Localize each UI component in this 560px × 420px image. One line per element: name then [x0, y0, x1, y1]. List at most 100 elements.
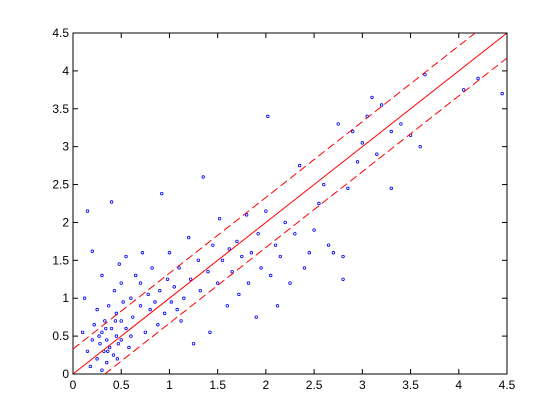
- point: [264, 209, 268, 213]
- point: [127, 345, 131, 350]
- point: [112, 288, 117, 293]
- point: [90, 338, 94, 342]
- point: [156, 323, 160, 327]
- point: [201, 175, 205, 179]
- point: [175, 307, 179, 312]
- point: [322, 182, 326, 187]
- point: [167, 251, 172, 255]
- x-tick-label: 4.5: [499, 378, 516, 392]
- point: [266, 114, 270, 119]
- point: [269, 273, 273, 278]
- point: [92, 323, 96, 327]
- point: [288, 281, 292, 285]
- y-tick-label: 1: [62, 291, 69, 305]
- line: [73, 33, 507, 374]
- point: [129, 296, 133, 300]
- point: [389, 186, 393, 191]
- point: [85, 209, 90, 213]
- point: [191, 341, 196, 346]
- point: [225, 304, 230, 308]
- point: [165, 277, 170, 281]
- y-tick-label: 4.5: [52, 26, 69, 40]
- point: [85, 349, 90, 353]
- point: [211, 243, 215, 247]
- point: [153, 300, 157, 304]
- point: [169, 300, 174, 304]
- point: [399, 122, 403, 126]
- point: [105, 338, 109, 342]
- x-tick-label: 2.5: [306, 378, 323, 392]
- point: [133, 273, 138, 278]
- point: [111, 353, 116, 357]
- x-tick-label: 3.5: [402, 378, 419, 392]
- point: [138, 281, 143, 285]
- point: [124, 254, 128, 259]
- point: [350, 129, 355, 134]
- y-tick-label: 4: [62, 64, 69, 78]
- x-tick-label: 3: [359, 378, 366, 392]
- point: [138, 304, 143, 308]
- point: [129, 334, 133, 338]
- point: [98, 341, 102, 346]
- point: [95, 307, 99, 312]
- point: [90, 249, 94, 253]
- point: [109, 326, 114, 331]
- y-tick-label: 2: [62, 215, 69, 229]
- point: [121, 300, 125, 304]
- point: [117, 262, 121, 266]
- point: [182, 296, 186, 300]
- point: [119, 319, 123, 323]
- point: [312, 228, 316, 232]
- x-tick-label: 1.5: [209, 378, 226, 392]
- x-tick-label: 2: [263, 378, 270, 392]
- point: [179, 319, 183, 323]
- point: [107, 345, 112, 350]
- point: [360, 141, 365, 145]
- point: [103, 319, 107, 323]
- point: [106, 349, 110, 353]
- point: [158, 288, 162, 293]
- point: [336, 122, 340, 126]
- point: [80, 330, 85, 335]
- y-tick-label: 0: [62, 367, 69, 381]
- point: [476, 76, 480, 81]
- x-tick-label: 4: [455, 378, 462, 392]
- point: [150, 266, 154, 270]
- point: [418, 144, 422, 149]
- point: [293, 232, 297, 236]
- line: [73, 33, 476, 350]
- y-tick-label: 2.5: [52, 178, 69, 192]
- point: [95, 357, 99, 361]
- point: [206, 270, 210, 274]
- point: [119, 338, 123, 342]
- point: [100, 273, 104, 278]
- point: [246, 281, 251, 285]
- point: [115, 357, 120, 361]
- point: [341, 277, 345, 281]
- point: [177, 266, 181, 270]
- point: [341, 254, 345, 259]
- point: [140, 251, 145, 255]
- point: [375, 152, 379, 156]
- point: [88, 364, 93, 369]
- point: [235, 239, 239, 244]
- point: [124, 326, 128, 331]
- point: [230, 270, 234, 274]
- point: [215, 281, 220, 285]
- point: [249, 251, 254, 255]
- point: [389, 129, 393, 134]
- point: [275, 304, 280, 308]
- point: [283, 220, 287, 225]
- x-tick-label: 0.5: [113, 378, 130, 392]
- point: [198, 288, 203, 293]
- point: [278, 254, 283, 259]
- plot-area: [73, 33, 507, 374]
- point: [160, 191, 164, 196]
- point: [100, 330, 104, 335]
- point: [113, 319, 118, 323]
- point: [331, 251, 336, 255]
- point: [302, 266, 307, 270]
- point: [297, 163, 302, 168]
- y-tick-label: 0.5: [52, 329, 69, 343]
